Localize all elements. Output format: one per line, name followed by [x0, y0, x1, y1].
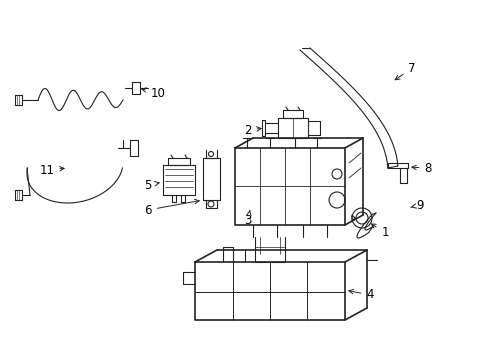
Text: 11: 11	[40, 163, 64, 176]
Text: 8: 8	[412, 162, 432, 175]
Text: 9: 9	[411, 198, 424, 212]
Text: 3: 3	[245, 211, 252, 226]
Text: 2: 2	[244, 123, 261, 136]
Text: 10: 10	[142, 86, 166, 99]
Text: 5: 5	[145, 179, 159, 192]
Text: 6: 6	[144, 199, 199, 216]
Text: 4: 4	[349, 288, 374, 302]
Text: 1: 1	[371, 224, 389, 239]
Text: 7: 7	[395, 62, 416, 80]
